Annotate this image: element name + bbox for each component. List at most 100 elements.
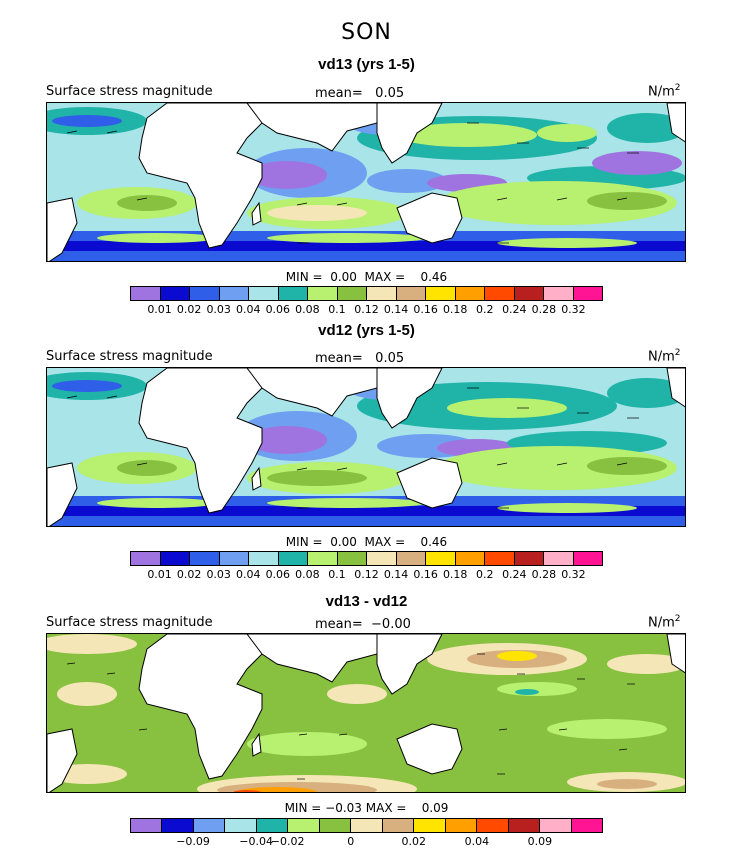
colorbar-tick-label: 0.12 xyxy=(354,568,379,581)
colorbar-swatch xyxy=(455,552,485,565)
colorbar-tick-label: 0.18 xyxy=(442,303,468,316)
colorbar-swatch xyxy=(131,287,161,300)
panel-1-colorbar-ticks: 0.01 0.02 0.03 0.04 0.06 0.08 0.1 0.12 0.14 0.16 0… xyxy=(130,303,603,317)
colorbar-swatch xyxy=(573,552,602,565)
colorbar-swatch xyxy=(485,552,515,565)
colorbar-tick-label: −0.04 xyxy=(239,835,273,848)
colorbar-swatch xyxy=(249,287,279,300)
colorbar-swatch xyxy=(190,287,220,300)
panel-3-map xyxy=(46,633,686,793)
colorbar-tick-label: 0.1 xyxy=(328,568,346,581)
colorbar-tick-label: 0.01 xyxy=(147,568,172,581)
colorbar-swatch xyxy=(160,552,190,565)
panel-3-colorbar xyxy=(130,818,603,833)
colorbar-swatch xyxy=(278,287,308,300)
colorbar-tick-label: 0.28 xyxy=(531,303,557,316)
panel-1-map-svg xyxy=(47,103,685,261)
colorbar-swatch xyxy=(382,819,415,832)
colorbar-tick-label: 0.09 xyxy=(527,835,553,848)
colorbar-swatch xyxy=(514,552,544,565)
panel-3-title: vd13 - vd12 xyxy=(325,593,408,610)
colorbar-tick-label: 0.02 xyxy=(176,303,202,316)
panel-1-mean: mean= 0.05 xyxy=(315,86,405,101)
colorbar-tick-label: 0.32 xyxy=(561,303,586,316)
panel-1-colorbar xyxy=(130,286,603,301)
colorbar-swatch xyxy=(256,819,289,832)
colorbar-swatch xyxy=(337,287,367,300)
colorbar-swatch xyxy=(573,287,602,300)
colorbar-swatch xyxy=(225,819,257,832)
panel-2-minmax: MIN = 0.00 MAX = 0.46 xyxy=(285,535,448,549)
colorbar-tick-label: 0.14 xyxy=(383,568,409,581)
colorbar-swatch xyxy=(190,552,220,565)
colorbar-tick-label: 0.04 xyxy=(236,303,261,316)
colorbar-tick-label: 0.01 xyxy=(147,303,172,316)
colorbar-tick-label: 0.06 xyxy=(265,568,291,581)
colorbar-tick-label: 0.14 xyxy=(383,303,409,316)
colorbar-swatch xyxy=(131,552,161,565)
colorbar-swatch xyxy=(288,819,320,832)
panel-3-field-label: Surface stress magnitude xyxy=(46,615,213,630)
colorbar-tick-label: 0 xyxy=(347,835,355,848)
colorbar-swatch xyxy=(160,287,190,300)
colorbar-swatch xyxy=(544,287,574,300)
colorbar-tick-label: 0.03 xyxy=(206,303,231,316)
colorbar-swatch xyxy=(445,819,478,832)
colorbar-tick-label: 0.04 xyxy=(236,568,261,581)
panel-2-field-label: Surface stress magnitude xyxy=(46,349,213,364)
colorbar-tick-label: 0.24 xyxy=(502,303,527,316)
colorbar-tick-label: 0.12 xyxy=(354,303,379,316)
colorbar-swatch xyxy=(337,552,367,565)
colorbar-tick-label: 0.32 xyxy=(561,568,586,581)
panel-2-colorbar-ticks: 0.01 0.02 0.03 0.04 0.06 0.08 0.1 0.12 0.14 0.16 0… xyxy=(130,568,603,582)
colorbar-swatch xyxy=(278,552,308,565)
season-title: SON xyxy=(341,20,392,45)
colorbar-tick-label: 0.08 xyxy=(295,568,320,581)
colorbar-swatch xyxy=(396,552,426,565)
colorbar-swatch xyxy=(414,819,446,832)
colorbar-swatch xyxy=(219,287,249,300)
colorbar-tick-label: 0.16 xyxy=(413,568,438,581)
panel-1-map xyxy=(46,102,686,262)
colorbar-swatch xyxy=(367,552,397,565)
panel-2-colorbar xyxy=(130,551,603,566)
colorbar-tick-label: 0.2 xyxy=(476,303,494,316)
panel-1-units: N/m2 xyxy=(648,83,681,100)
colorbar-swatch xyxy=(455,287,485,300)
panel-2-title: vd12 (yrs 1-5) xyxy=(318,322,415,339)
colorbar-swatch xyxy=(219,552,249,565)
colorbar-swatch xyxy=(193,819,226,832)
colorbar-tick-label: 0.18 xyxy=(442,568,468,581)
colorbar-swatch xyxy=(308,552,338,565)
panel-3-colorbar-ticks: −0.09 −0.04 −0.02 0 0.02 0.04 0.09 xyxy=(130,835,603,849)
colorbar-swatch xyxy=(544,552,574,565)
colorbar-swatch xyxy=(249,552,279,565)
colorbar-swatch xyxy=(477,819,509,832)
colorbar-tick-label: 0.2 xyxy=(476,568,494,581)
panel-3-map-svg xyxy=(47,634,685,792)
colorbar-swatch xyxy=(514,287,544,300)
colorbar-swatch xyxy=(540,819,572,832)
colorbar-swatch xyxy=(508,819,541,832)
colorbar-swatch xyxy=(308,287,338,300)
colorbar-tick-label: 0.16 xyxy=(413,303,438,316)
panel-2-mean: mean= 0.05 xyxy=(315,351,405,366)
colorbar-swatch xyxy=(351,819,383,832)
panel-2-units: N/m2 xyxy=(648,348,681,365)
colorbar-tick-label: 0.08 xyxy=(295,303,320,316)
colorbar-swatch xyxy=(367,287,397,300)
colorbar-swatch xyxy=(571,819,603,832)
colorbar-tick-label: 0.03 xyxy=(206,568,231,581)
panel-3-mean: mean= −0.00 xyxy=(315,617,411,632)
panel-2-map xyxy=(46,367,686,527)
colorbar-tick-label: 0.02 xyxy=(176,568,202,581)
panel-3-units: N/m2 xyxy=(648,614,681,631)
colorbar-swatch xyxy=(319,819,352,832)
panel-1-field-label: Surface stress magnitude xyxy=(46,84,213,99)
panel-2-map-svg xyxy=(47,368,685,526)
colorbar-tick-label: 0.02 xyxy=(401,835,427,848)
colorbar-tick-label: −0.02 xyxy=(270,835,305,848)
panel-1-minmax: MIN = 0.00 MAX = 0.46 xyxy=(285,270,448,284)
panel-1-title: vd13 (yrs 1-5) xyxy=(318,56,415,73)
colorbar-swatch xyxy=(426,552,456,565)
